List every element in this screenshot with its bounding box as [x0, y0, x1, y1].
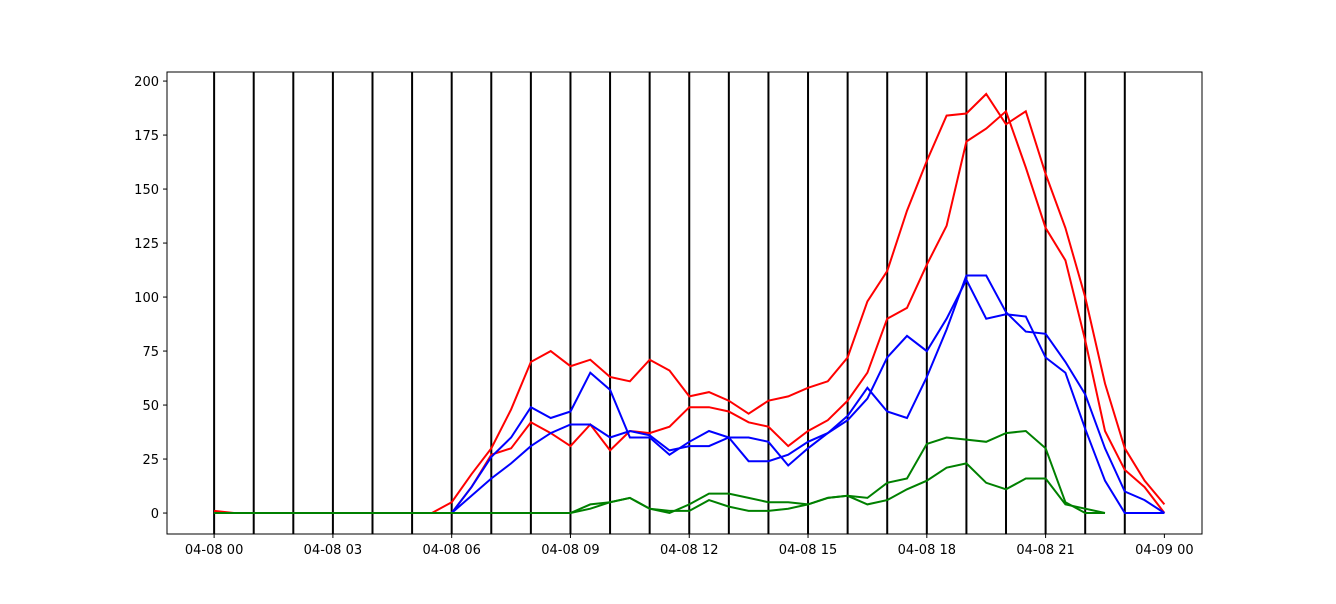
x-tick-label: 04-08 00 [185, 543, 243, 558]
y-tick-label: 150 [134, 183, 159, 198]
x-tick-label: 04-08 12 [660, 543, 718, 558]
y-tick-label: 175 [134, 129, 159, 144]
y-tick-label: 50 [142, 399, 159, 414]
x-tick-label: 04-08 03 [304, 543, 362, 558]
x-tick-label: 04-08 09 [541, 543, 599, 558]
y-tick-label: 100 [134, 291, 159, 306]
y-tick-label: 200 [134, 75, 159, 90]
y-tick-label: 0 [151, 507, 159, 522]
plot-frame [166, 71, 1203, 535]
x-tick-label: 04-08 21 [1016, 543, 1074, 558]
series-line [214, 462, 1106, 514]
x-tick-label: 04-08 06 [422, 543, 480, 558]
x-tick-label: 04-09 00 [1135, 543, 1193, 558]
x-tick-label: 04-08 15 [779, 543, 837, 558]
y-tick-label: 75 [142, 345, 159, 360]
y-tick-label: 125 [134, 237, 159, 252]
x-tick-label: 04-08 18 [898, 543, 956, 558]
y-tick-label: 25 [142, 453, 159, 468]
